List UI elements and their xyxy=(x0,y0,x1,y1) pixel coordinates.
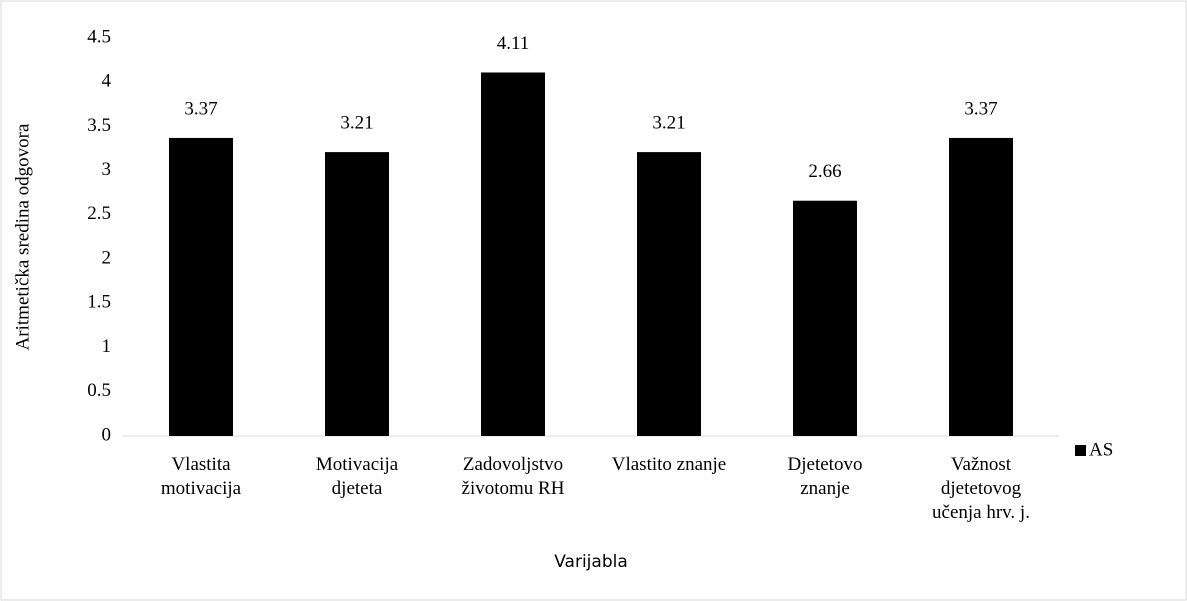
x-tick-label-line: Djetetovo xyxy=(788,454,863,475)
bar xyxy=(481,72,545,436)
y-tick-label: 2 xyxy=(102,247,112,268)
legend-label: AS xyxy=(1089,439,1113,460)
data-label: 3.21 xyxy=(340,112,373,133)
bar xyxy=(793,200,857,436)
y-axis-title: Aritmetička sredina odgovora xyxy=(12,123,33,350)
y-tick-label: 1.5 xyxy=(87,292,111,313)
y-tick-label: 4 xyxy=(102,71,112,92)
y-tick-label: 1 xyxy=(102,336,112,357)
data-label: 2.66 xyxy=(808,161,841,182)
x-tick-label-line: Motivacija xyxy=(316,454,399,475)
x-tick-label-line: znanje xyxy=(800,478,850,499)
y-tick-label: 0.5 xyxy=(87,380,111,401)
x-axis-title: Varijabla xyxy=(554,552,628,572)
x-tick-label-line: Zadovoljstvo xyxy=(463,454,563,475)
x-tick-label: Zadovoljstvo životomu RH xyxy=(462,454,565,499)
x-tick-label-line: Važnost xyxy=(951,454,1012,475)
data-label: 4.11 xyxy=(497,33,530,54)
bar xyxy=(325,152,389,437)
x-tick-label-line: Vlastita xyxy=(171,454,231,475)
x-tick-label-line: djeteta xyxy=(332,478,383,499)
y-tick-label: 4.5 xyxy=(87,26,111,47)
legend-swatch xyxy=(1075,445,1086,456)
x-tick-label: Važnost djetetovog učenja hrv. j. xyxy=(932,454,1030,523)
data-label: 3.21 xyxy=(652,112,685,133)
x-tick-label: Vlastito znanje xyxy=(612,454,727,475)
data-label: 3.37 xyxy=(184,98,217,119)
x-tick-label-line: učenja hrv. j. xyxy=(932,502,1030,523)
data-label: 3.37 xyxy=(964,98,997,119)
bar xyxy=(949,137,1013,437)
x-tick-label-line: motivacija xyxy=(161,478,242,499)
y-tick-label: 0 xyxy=(102,424,112,445)
y-tick-label: 3.5 xyxy=(87,115,111,136)
x-tick-label-line: životomu RH xyxy=(462,478,565,499)
x-tick-label: Djetetovo znanje xyxy=(788,454,863,499)
x-tick-label-line: Vlastito znanje xyxy=(612,454,727,475)
y-tick-label: 3 xyxy=(102,159,112,180)
bar xyxy=(169,137,233,437)
x-tick-label: Motivacija djeteta xyxy=(316,454,399,499)
x-tick-label: Vlastita motivacija xyxy=(161,454,242,499)
y-tick-label: 2.5 xyxy=(87,203,111,224)
x-tick-label-line: djetetovog xyxy=(941,478,1022,499)
bar xyxy=(637,152,701,437)
